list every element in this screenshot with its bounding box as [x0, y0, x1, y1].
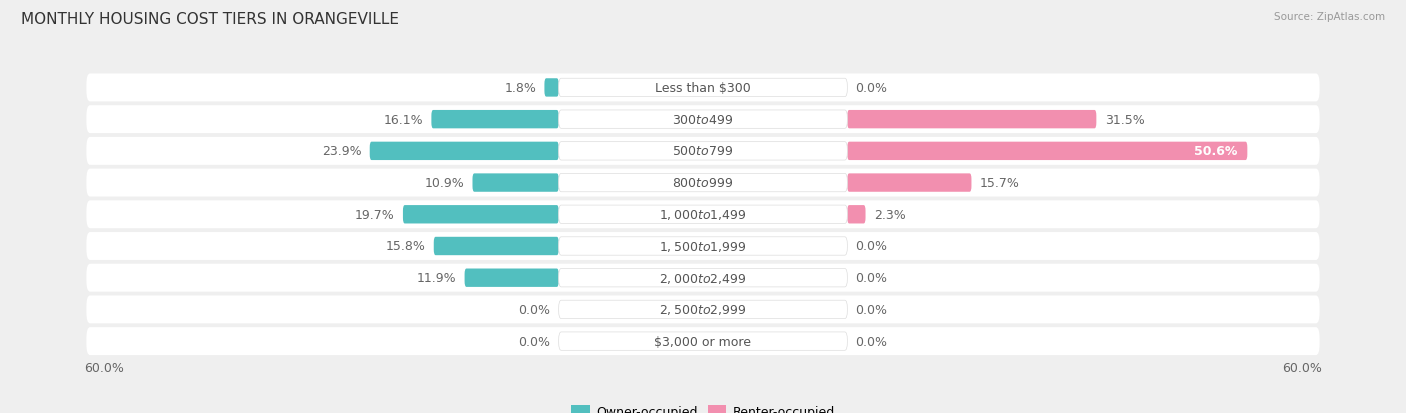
FancyBboxPatch shape	[558, 269, 848, 287]
FancyBboxPatch shape	[558, 111, 848, 129]
Text: $1,500 to $1,999: $1,500 to $1,999	[659, 240, 747, 254]
Text: 0.0%: 0.0%	[519, 303, 550, 316]
Text: 15.8%: 15.8%	[385, 240, 426, 253]
FancyBboxPatch shape	[432, 111, 558, 129]
Text: $1,000 to $1,499: $1,000 to $1,499	[659, 208, 747, 222]
FancyBboxPatch shape	[86, 74, 1320, 102]
Text: 0.0%: 0.0%	[856, 240, 887, 253]
Text: 0.0%: 0.0%	[856, 303, 887, 316]
Text: MONTHLY HOUSING COST TIERS IN ORANGEVILLE: MONTHLY HOUSING COST TIERS IN ORANGEVILL…	[21, 12, 399, 27]
Text: 50.6%: 50.6%	[1194, 145, 1237, 158]
FancyBboxPatch shape	[848, 142, 1247, 161]
Text: 1.8%: 1.8%	[505, 82, 536, 95]
FancyBboxPatch shape	[558, 237, 848, 256]
Text: Source: ZipAtlas.com: Source: ZipAtlas.com	[1274, 12, 1385, 22]
FancyBboxPatch shape	[86, 264, 1320, 292]
Text: 0.0%: 0.0%	[856, 271, 887, 285]
Legend: Owner-occupied, Renter-occupied: Owner-occupied, Renter-occupied	[567, 400, 839, 413]
FancyBboxPatch shape	[848, 174, 972, 192]
FancyBboxPatch shape	[86, 233, 1320, 260]
FancyBboxPatch shape	[472, 174, 558, 192]
Text: $2,500 to $2,999: $2,500 to $2,999	[659, 303, 747, 317]
FancyBboxPatch shape	[558, 206, 848, 224]
Text: 0.0%: 0.0%	[519, 335, 550, 348]
Text: 11.9%: 11.9%	[416, 271, 457, 285]
Text: 16.1%: 16.1%	[384, 114, 423, 126]
Text: 2.3%: 2.3%	[873, 208, 905, 221]
Text: 31.5%: 31.5%	[1105, 114, 1144, 126]
FancyBboxPatch shape	[558, 332, 848, 351]
Text: 60.0%: 60.0%	[84, 361, 124, 374]
FancyBboxPatch shape	[848, 206, 866, 224]
Text: $800 to $999: $800 to $999	[672, 177, 734, 190]
Text: 0.0%: 0.0%	[856, 82, 887, 95]
FancyBboxPatch shape	[558, 142, 848, 161]
Text: 60.0%: 60.0%	[1282, 361, 1322, 374]
FancyBboxPatch shape	[86, 296, 1320, 323]
FancyBboxPatch shape	[86, 328, 1320, 355]
Text: 15.7%: 15.7%	[980, 177, 1019, 190]
Text: $2,000 to $2,499: $2,000 to $2,499	[659, 271, 747, 285]
Text: 0.0%: 0.0%	[856, 335, 887, 348]
FancyBboxPatch shape	[86, 201, 1320, 229]
Text: 19.7%: 19.7%	[354, 208, 395, 221]
FancyBboxPatch shape	[86, 138, 1320, 166]
Text: 10.9%: 10.9%	[425, 177, 464, 190]
Text: $500 to $799: $500 to $799	[672, 145, 734, 158]
FancyBboxPatch shape	[848, 111, 1097, 129]
Text: 23.9%: 23.9%	[322, 145, 361, 158]
FancyBboxPatch shape	[464, 269, 558, 287]
Text: $300 to $499: $300 to $499	[672, 114, 734, 126]
FancyBboxPatch shape	[86, 169, 1320, 197]
FancyBboxPatch shape	[558, 301, 848, 319]
FancyBboxPatch shape	[434, 237, 558, 256]
FancyBboxPatch shape	[86, 106, 1320, 134]
FancyBboxPatch shape	[544, 79, 558, 97]
FancyBboxPatch shape	[370, 142, 558, 161]
FancyBboxPatch shape	[558, 79, 848, 97]
FancyBboxPatch shape	[558, 174, 848, 192]
Text: $3,000 or more: $3,000 or more	[655, 335, 751, 348]
Text: Less than $300: Less than $300	[655, 82, 751, 95]
FancyBboxPatch shape	[404, 206, 558, 224]
